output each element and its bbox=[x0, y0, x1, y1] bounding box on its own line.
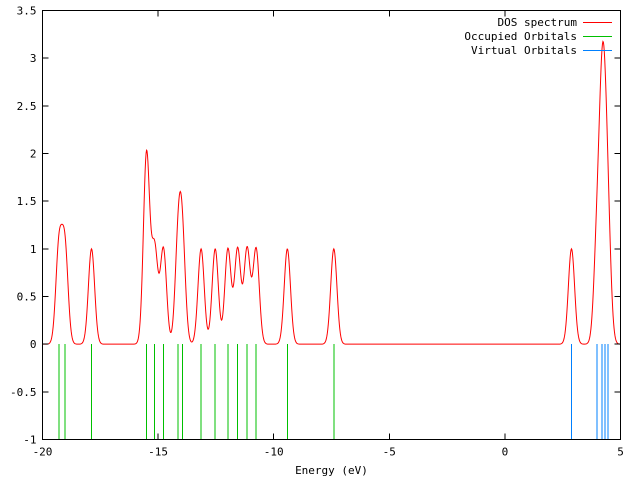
virtual-orbital-lines bbox=[570, 344, 609, 440]
legend-line-sample-dos-spectrum bbox=[583, 21, 612, 23]
y-tick-label: -1 bbox=[23, 434, 36, 447]
y-tick-label: 0 bbox=[30, 338, 37, 351]
plot-border bbox=[42, 10, 621, 440]
legend-label-occupied-orbitals: Occupied Orbitals bbox=[464, 29, 577, 43]
legend-line-sample-occupied-orbitals bbox=[583, 35, 612, 37]
x-tick-label: -20 bbox=[33, 446, 53, 459]
dos-spectrum-curve bbox=[42, 40, 621, 345]
legend-entry-virtual-orbitals: Virtual Orbitals bbox=[464, 43, 612, 57]
y-tick-label: 2 bbox=[30, 148, 37, 161]
y-axis-ticks: -1 -0.5 0 0.5 1 1.5 2 2.5 3 3.5 bbox=[10, 5, 621, 447]
y-tick-label: 2.5 bbox=[17, 100, 37, 113]
x-tick-label: -5 bbox=[383, 446, 396, 459]
x-tick-label: -15 bbox=[148, 446, 168, 459]
legend-entry-occupied-orbitals: Occupied Orbitals bbox=[464, 29, 612, 43]
y-tick-label: 1 bbox=[30, 243, 37, 256]
legend-line-sample-virtual-orbitals bbox=[583, 49, 612, 51]
x-tick-label: -10 bbox=[264, 446, 284, 459]
x-axis-ticks: -20 -15 -10 -5 0 5 bbox=[33, 10, 624, 459]
occupied-orbital-lines bbox=[58, 344, 335, 440]
legend-label-dos-spectrum: DOS spectrum bbox=[497, 15, 577, 29]
y-tick-label: 0.5 bbox=[17, 291, 37, 304]
legend-entry-dos-spectrum: DOS spectrum bbox=[464, 15, 612, 29]
x-tick-label: 5 bbox=[617, 446, 624, 459]
legend-label-virtual-orbitals: Virtual Orbitals bbox=[471, 43, 577, 57]
y-tick-label: 3 bbox=[30, 52, 37, 65]
x-tick-label: 0 bbox=[502, 446, 509, 459]
x-axis-title: Energy (eV) bbox=[295, 464, 368, 477]
legend: DOS spectrum Occupied Orbitals Virtual O… bbox=[464, 15, 612, 57]
y-tick-label: 3.5 bbox=[17, 5, 37, 18]
y-tick-label: 1.5 bbox=[17, 195, 37, 208]
y-tick-label: -0.5 bbox=[10, 386, 37, 399]
